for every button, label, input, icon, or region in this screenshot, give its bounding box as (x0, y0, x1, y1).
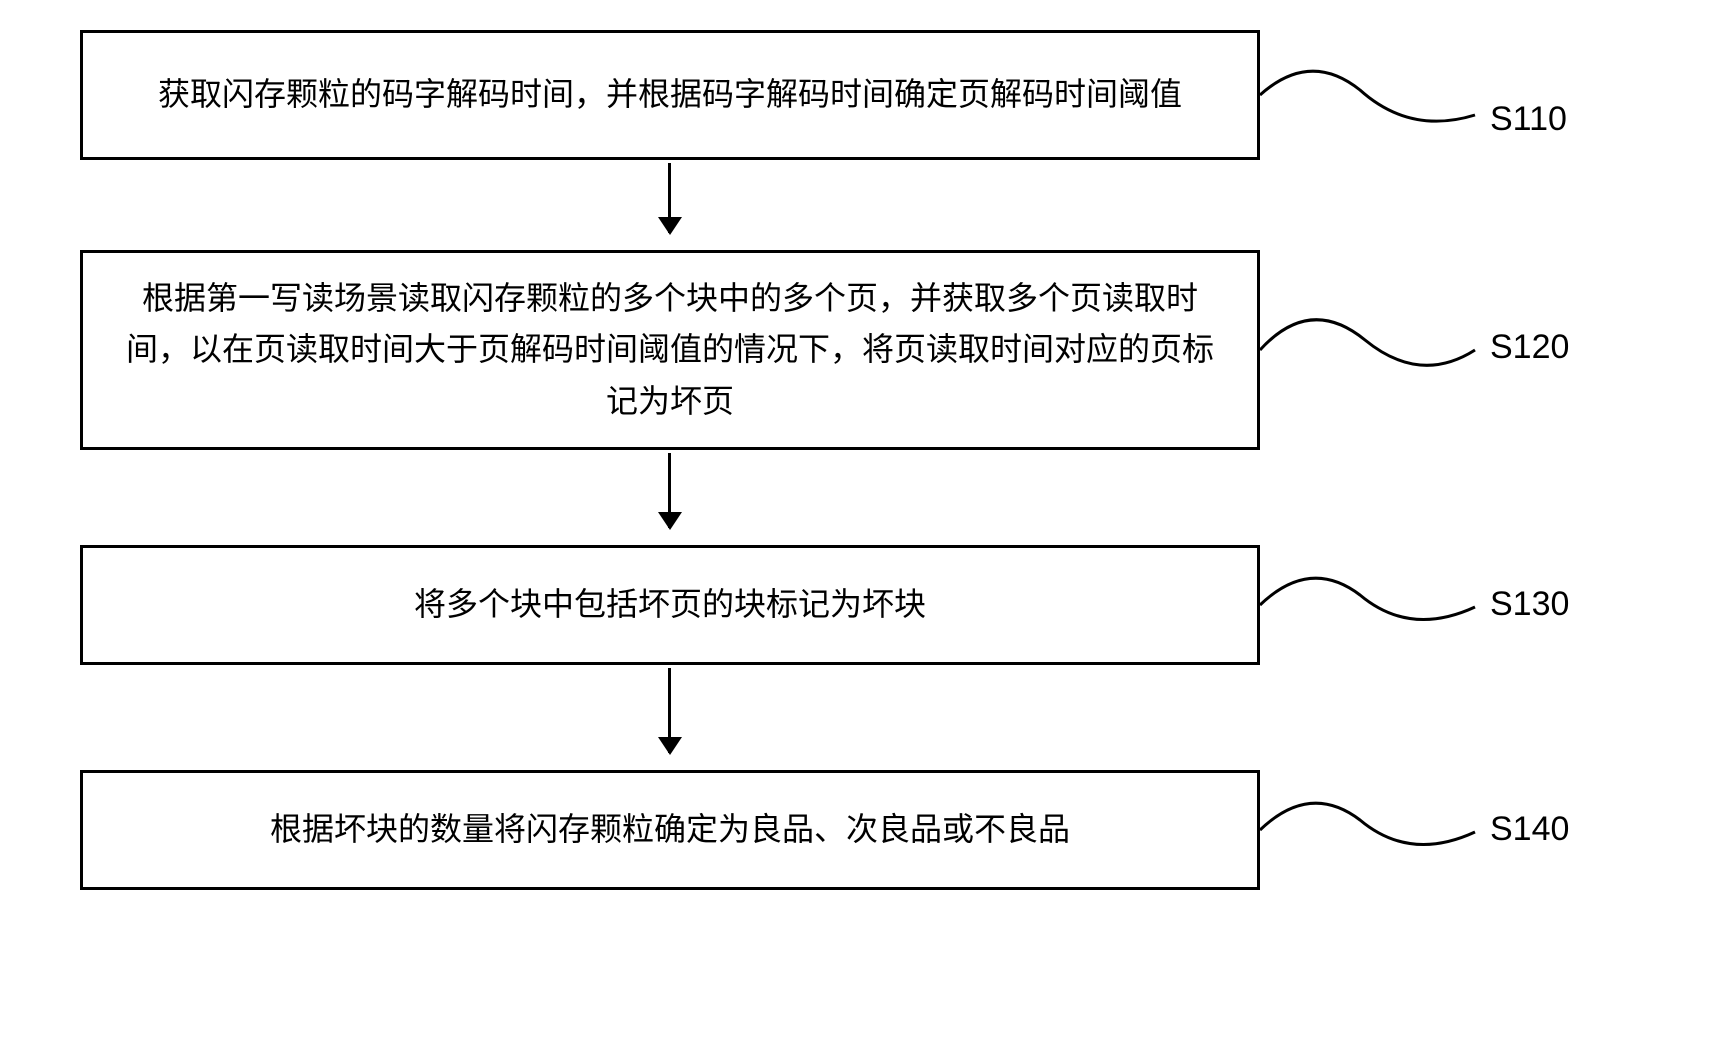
step-box-s130: 将多个块中包括坏页的块标记为坏块 (80, 545, 1260, 665)
arrow-3 (668, 668, 671, 753)
step-label-s140: S140 (1490, 810, 1569, 849)
step-label-s110: S110 (1490, 100, 1567, 139)
connector-s120 (1260, 300, 1490, 395)
step-box-s120: 根据第一写读场景读取闪存颗粒的多个块中的多个页，并获取多个页读取时间，以在页读取… (80, 250, 1260, 450)
step-box-s140: 根据坏块的数量将闪存颗粒确定为良品、次良品或不良品 (80, 770, 1260, 890)
step-text-s130: 将多个块中包括坏页的块标记为坏块 (414, 579, 926, 630)
step-text-s120: 根据第一写读场景读取闪存颗粒的多个块中的多个页，并获取多个页读取时间，以在页读取… (123, 273, 1217, 427)
connector-s140 (1260, 790, 1490, 875)
flowchart-container: 获取闪存颗粒的码字解码时间，并根据码字解码时间确定页解码时间阈值 根据第一写读场… (0, 0, 1721, 1057)
step-label-s120: S120 (1490, 328, 1569, 367)
connector-s130 (1260, 565, 1490, 650)
arrow-1 (668, 163, 671, 233)
step-text-s110: 获取闪存颗粒的码字解码时间，并根据码字解码时间确定页解码时间阈值 (158, 69, 1182, 120)
step-text-s140: 根据坏块的数量将闪存颗粒确定为良品、次良品或不良品 (270, 804, 1070, 855)
step-box-s110: 获取闪存颗粒的码字解码时间，并根据码字解码时间确定页解码时间阈值 (80, 30, 1260, 160)
connector-s110 (1260, 60, 1490, 145)
step-label-s130: S130 (1490, 585, 1569, 624)
arrow-2 (668, 453, 671, 528)
